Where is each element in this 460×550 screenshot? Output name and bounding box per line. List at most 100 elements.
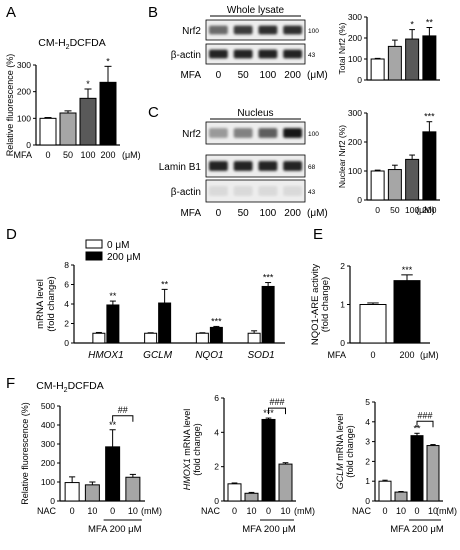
y-axis-label: (fold change) bbox=[46, 276, 57, 331]
blot-membrane bbox=[205, 19, 306, 41]
x-tick-label: 0 bbox=[382, 506, 387, 516]
x-tick-label: SOD1 bbox=[248, 350, 275, 361]
bar bbox=[209, 326, 223, 344]
significance-label: * bbox=[106, 56, 110, 66]
x-tick-label: 200 bbox=[399, 350, 414, 360]
blot-band bbox=[208, 161, 228, 171]
y-tick-label: 3 bbox=[365, 437, 370, 447]
significance-label: *** bbox=[402, 265, 413, 275]
significance-label: * bbox=[86, 79, 90, 89]
y-axis-label: Total Nrf2 (%) bbox=[337, 22, 347, 74]
western-blot-whole-lysate: Whole lysate Nrf2 100 β-actin 43 MFA 0 50 100 200… bbox=[171, 5, 328, 81]
x-tick-label: 200 bbox=[422, 205, 436, 215]
x-tick-label: 0 bbox=[110, 506, 115, 516]
x-tick-label: 0 bbox=[414, 506, 419, 516]
bar bbox=[410, 435, 424, 502]
x-tick-label: 50 bbox=[390, 205, 400, 215]
blot-band bbox=[208, 25, 228, 35]
bar bbox=[378, 480, 392, 502]
title-tail: DCFDA bbox=[70, 37, 106, 49]
y-tick-label: 300 bbox=[348, 108, 362, 118]
bar bbox=[144, 332, 158, 344]
x-prefix-label: NAC bbox=[201, 506, 221, 516]
y-tick-label: 6 bbox=[64, 280, 69, 290]
lane-label: 50 bbox=[238, 208, 250, 219]
y-tick-label: 100 bbox=[41, 477, 55, 487]
y-tick-label: 0 bbox=[365, 496, 370, 506]
blot-membrane bbox=[205, 43, 306, 65]
lane-label: 0 bbox=[216, 70, 222, 81]
x-tick-label: 0 bbox=[70, 506, 75, 516]
bracket-significance-label: ## bbox=[118, 405, 128, 415]
significance-label: *** bbox=[424, 112, 435, 122]
y-tick-label: 100 bbox=[348, 54, 362, 64]
title-subscript: 2 bbox=[66, 44, 70, 51]
x-tick-label: HMOX1 bbox=[88, 350, 124, 361]
bar bbox=[59, 112, 77, 146]
x-prefix-label: MFA bbox=[327, 350, 346, 360]
x-tick-label: 0 bbox=[370, 350, 375, 360]
significance-label: *** bbox=[263, 273, 274, 283]
bar bbox=[92, 332, 106, 344]
blot-band bbox=[208, 49, 228, 59]
bar bbox=[261, 418, 276, 502]
bar bbox=[278, 463, 293, 502]
title-tail: DCFDA bbox=[68, 380, 104, 392]
y-tick-label: 0 bbox=[340, 338, 345, 348]
panel-letter-c: C bbox=[148, 104, 159, 121]
y-tick-label: 2 bbox=[340, 261, 345, 271]
blot-band bbox=[283, 128, 303, 138]
y-axis-label: mRNA level bbox=[35, 279, 46, 329]
bar bbox=[387, 169, 402, 201]
y-tick-label: 0 bbox=[357, 75, 362, 85]
title-subscript: 2 bbox=[64, 387, 68, 394]
bar bbox=[394, 491, 408, 502]
significance-label: ** bbox=[426, 18, 434, 28]
unit-label: (μM) bbox=[307, 208, 328, 219]
y-tick-label: 0 bbox=[26, 140, 31, 150]
blot-membrane bbox=[205, 121, 306, 145]
y-axis-label: HMOX1 mRNA level bbox=[182, 409, 192, 491]
y-axis-label: Relative fluorescence (%) bbox=[5, 54, 15, 157]
unit-label: (mM) bbox=[141, 506, 162, 516]
y-tick-label: 6 bbox=[214, 393, 219, 403]
x-tick-label: 0 bbox=[266, 506, 271, 516]
x-prefix-label: NAC bbox=[352, 506, 372, 516]
bar bbox=[158, 302, 172, 344]
y-tick-label: 0 bbox=[50, 496, 55, 506]
x-tick-label: 10 bbox=[128, 506, 138, 516]
lane-label: 0 bbox=[216, 208, 222, 219]
blot-band bbox=[258, 49, 278, 59]
y-tick-label: 500 bbox=[41, 401, 55, 411]
blot-row-label: β-actin bbox=[171, 50, 201, 61]
western-blot-nucleus: Nucleus Nrf2 100 Lamin B1 68 β-actin 43 MFA 0 50 1… bbox=[159, 108, 328, 219]
bar bbox=[99, 81, 117, 146]
label-rest: mRNA level bbox=[182, 409, 192, 459]
blot-band bbox=[283, 25, 303, 35]
bar bbox=[422, 131, 437, 201]
blot-band bbox=[233, 186, 253, 196]
significance-label: * bbox=[410, 20, 414, 30]
y-tick-label: 2 bbox=[64, 319, 69, 329]
significance-label: ** bbox=[109, 291, 117, 301]
chart-f1-fluorescence-nac: 0 100 200 300 400 500 0 10 ** 0 10 Relative fluores… bbox=[20, 380, 162, 535]
bar bbox=[247, 332, 261, 344]
blot-row-label: Nrf2 bbox=[182, 129, 201, 140]
blot-membrane bbox=[205, 154, 306, 178]
significance-bracket bbox=[268, 407, 286, 415]
y-tick-label: 0 bbox=[64, 338, 69, 348]
significance-label: ** bbox=[109, 420, 117, 430]
bar bbox=[79, 97, 97, 146]
bar bbox=[393, 280, 421, 344]
legend-swatch bbox=[85, 251, 103, 261]
x-tick-label: 100 bbox=[80, 150, 95, 160]
significance-label: ** bbox=[413, 423, 421, 433]
significance-bracket bbox=[112, 415, 134, 422]
x-tick-label: 10 bbox=[396, 506, 406, 516]
label-rest: mRNA level bbox=[335, 414, 345, 464]
x-tick-label: 0 bbox=[375, 205, 380, 215]
panel-letter-f: F bbox=[6, 375, 15, 392]
